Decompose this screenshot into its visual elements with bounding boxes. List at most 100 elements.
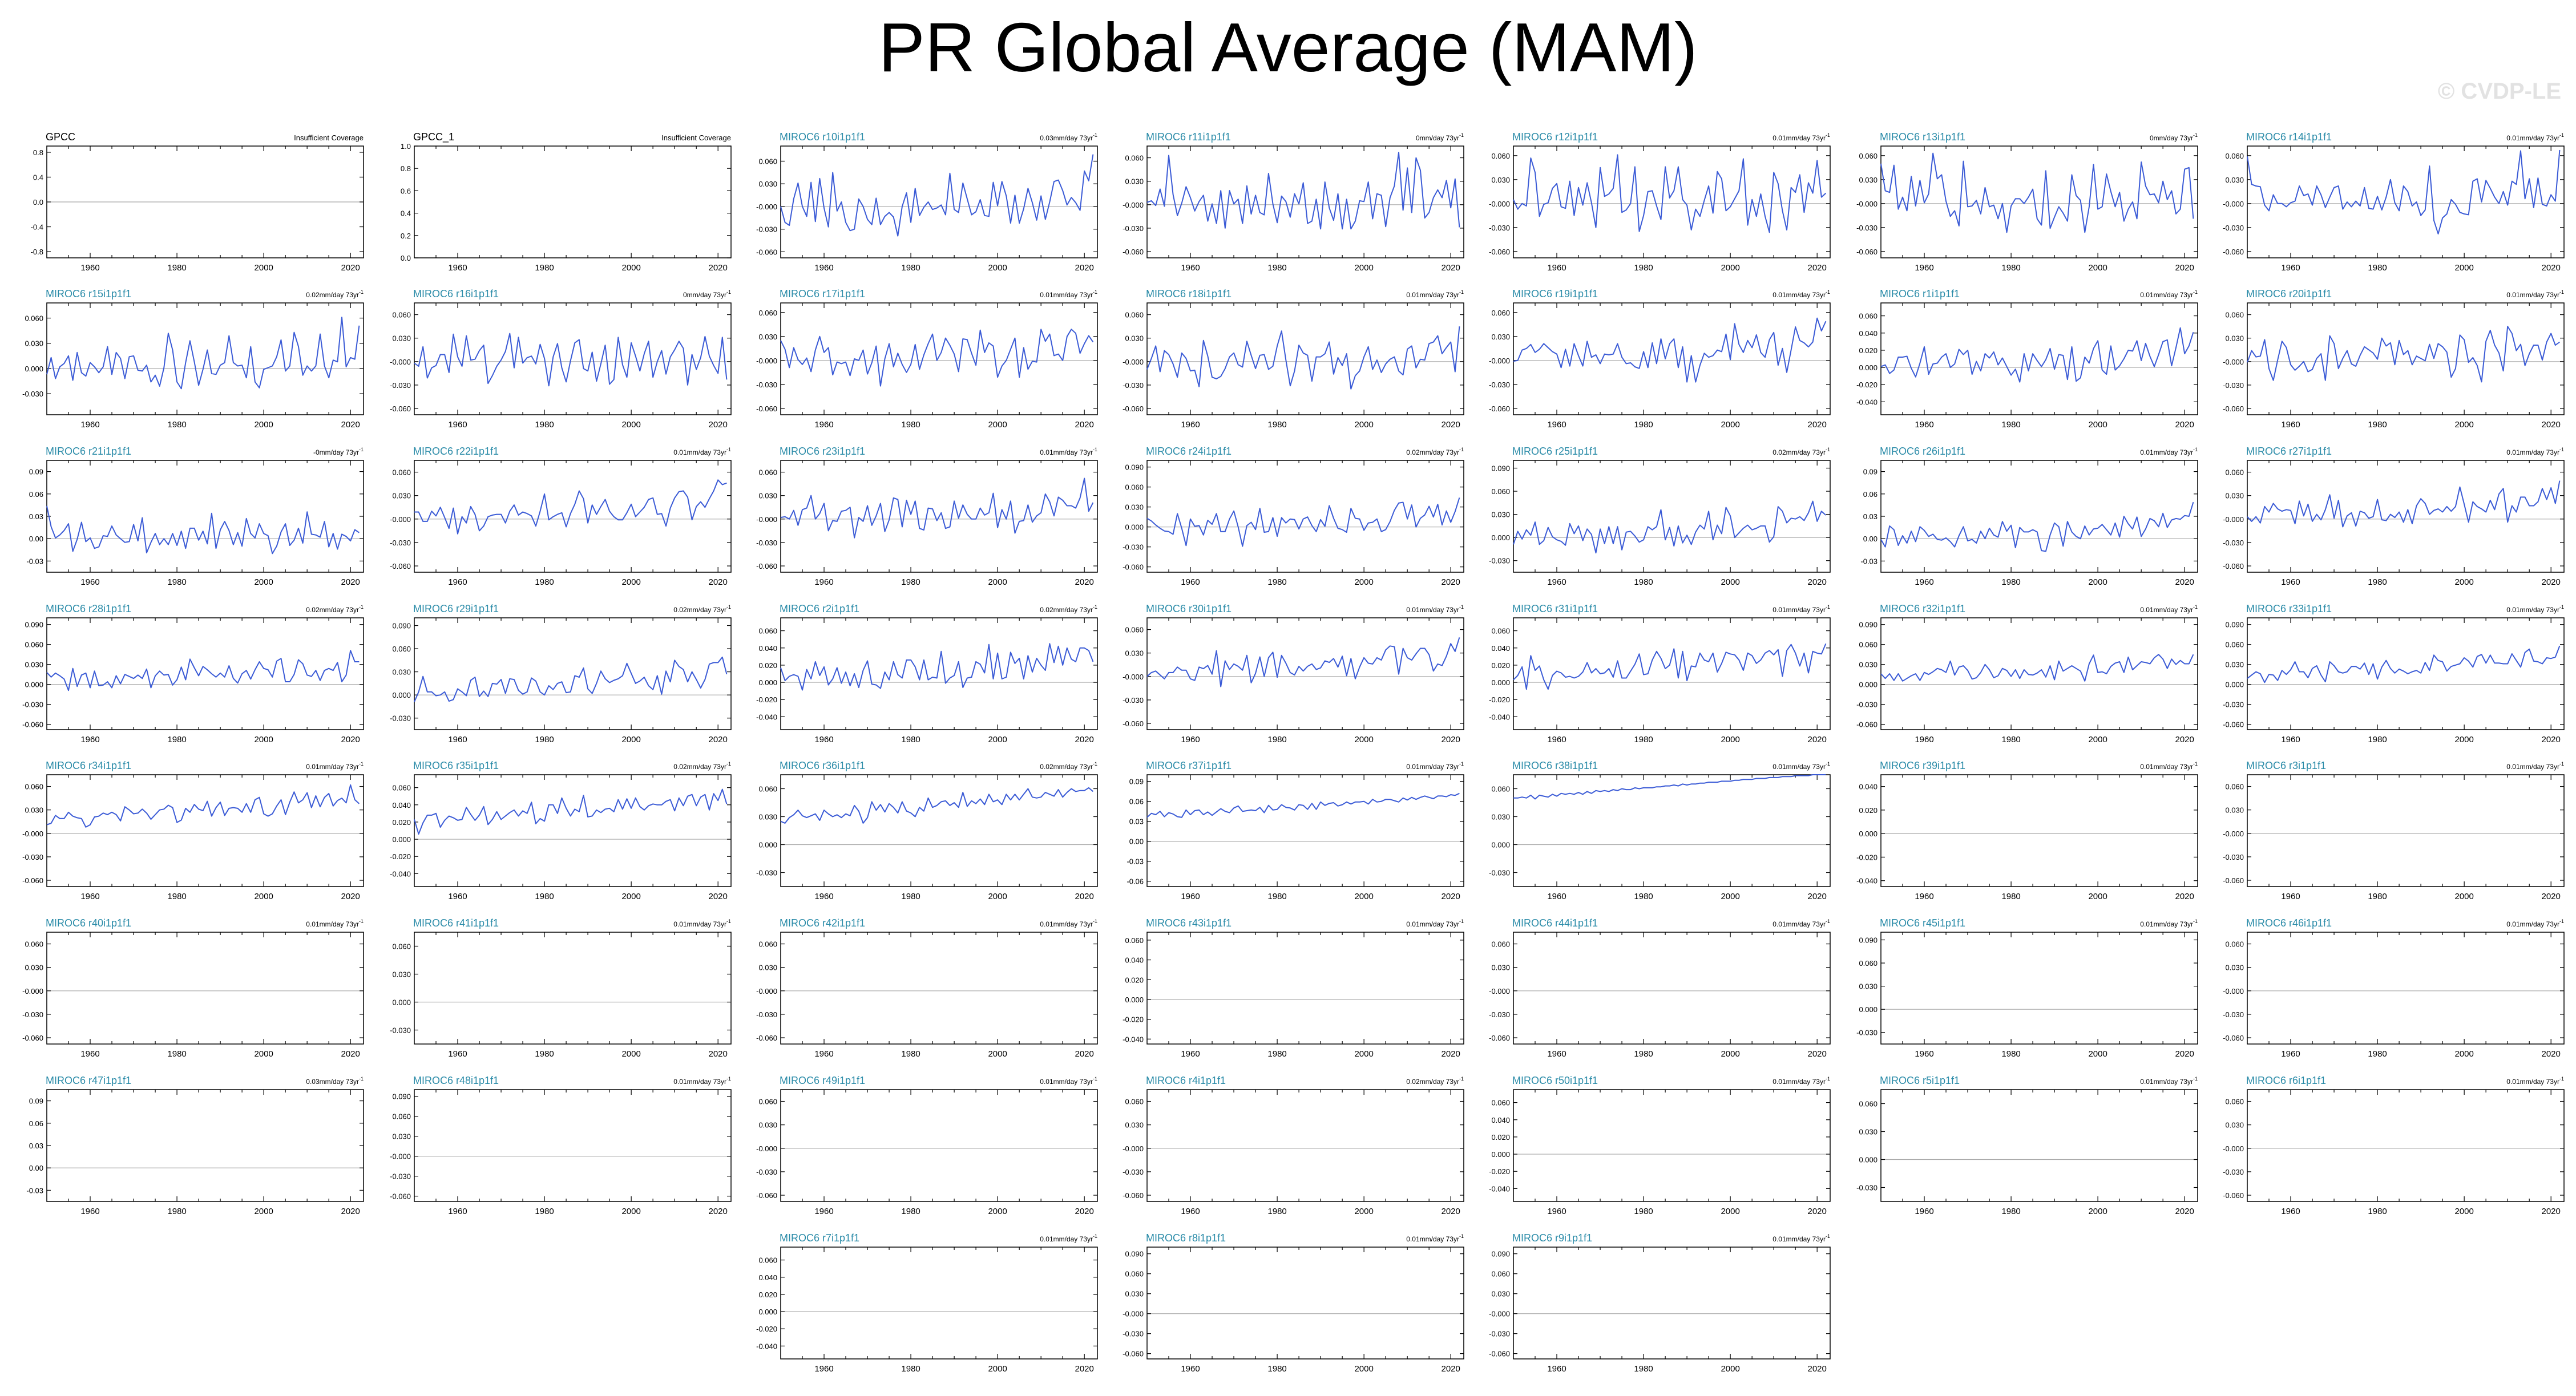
trend-label: 0.01mm/day 73yr-1 bbox=[1406, 761, 1464, 771]
trend-exponent: -1 bbox=[2193, 289, 2198, 295]
x-tick-label: 1980 bbox=[2368, 577, 2387, 587]
trend-label: 0.01mm/day 73yr-1 bbox=[673, 447, 731, 456]
y-tick-label: 0.060 bbox=[25, 940, 43, 949]
trend-label: 0.02mm/day 73yr-1 bbox=[306, 289, 364, 299]
x-tick-label: 2020 bbox=[1442, 735, 1460, 744]
y-tick-label: -0.030 bbox=[756, 869, 777, 877]
y-tick-label: 0.000 bbox=[392, 691, 411, 699]
series-line bbox=[46, 784, 360, 828]
panel-title: MIROC6 r1i1p1f1 bbox=[1880, 288, 1960, 300]
y-tick-label: -0.060 bbox=[756, 404, 777, 413]
chart-panel: MIROC6 r42i1p1f1 0.01mm/day 73yr-1 0.060 0.… bbox=[756, 917, 1098, 1059]
x-tick-label: 1960 bbox=[448, 1207, 467, 1216]
x-tick-label: 1960 bbox=[2281, 892, 2300, 901]
series-line bbox=[414, 656, 728, 702]
y-tick-label: -0.000 bbox=[22, 829, 43, 838]
x-tick-label: 1980 bbox=[2001, 735, 2020, 744]
y-tick-label: 0.060 bbox=[1125, 1098, 1144, 1106]
trend-text: 0.01mm/day 73yr bbox=[1772, 1078, 1826, 1086]
x-tick-label: 1980 bbox=[1267, 1207, 1286, 1216]
trend-label: 0.01mm/day 73yr-1 bbox=[1772, 1076, 1830, 1086]
x-tick-label: 2020 bbox=[1442, 420, 1460, 430]
y-tick-label: 0.000 bbox=[758, 1308, 777, 1316]
chart-panel: MIROC6 r18i1p1f1 0.01mm/day 73yr-1 0.060 0.… bbox=[1123, 288, 1464, 430]
y-tick-label: 0.030 bbox=[1491, 964, 1510, 972]
x-tick-label: 1980 bbox=[1634, 577, 1653, 587]
y-tick-label: -0.040 bbox=[1489, 1184, 1510, 1193]
y-tick-label: 0.000 bbox=[1859, 363, 1878, 372]
chart-panel: MIROC6 r43i1p1f1 0.01mm/day 73yr-1 0.060 0.… bbox=[1123, 917, 1464, 1059]
plot-frame bbox=[1513, 1247, 1831, 1359]
x-tick-label: 1960 bbox=[2281, 1207, 2300, 1216]
y-tick-label: -0.000 bbox=[2223, 987, 2244, 996]
series-line bbox=[1880, 654, 2194, 682]
x-tick-label: 1960 bbox=[1181, 577, 1200, 587]
y-tick-label: 0.030 bbox=[1125, 1290, 1144, 1298]
y-tick-label: -0.030 bbox=[756, 1010, 777, 1019]
y-tick-label: -0.020 bbox=[1856, 381, 1878, 389]
panel-title: MIROC6 r26i1p1f1 bbox=[1880, 446, 1965, 457]
panel-title: MIROC6 r48i1p1f1 bbox=[413, 1075, 499, 1086]
trend-label: 0.01mm/day 73yr-1 bbox=[306, 918, 364, 928]
trend-exponent: -1 bbox=[359, 604, 364, 610]
trend-exponent: -1 bbox=[2193, 761, 2198, 767]
y-tick-label: 0.000 bbox=[1859, 681, 1878, 689]
y-tick-label: 0.0 bbox=[33, 198, 43, 207]
trend-text: 0.01mm/day 73yr bbox=[1772, 134, 1826, 142]
plot-frame bbox=[1880, 1089, 2198, 1202]
chart-panel: MIROC6 r4i1p1f1 0.02mm/day 73yr-1 0.060 0.0… bbox=[1123, 1075, 1464, 1216]
y-tick-label: 0.060 bbox=[758, 157, 777, 165]
x-tick-label: 2000 bbox=[1354, 1049, 1373, 1059]
y-tick-label: -0.030 bbox=[1123, 381, 1144, 390]
y-tick-label: -0.020 bbox=[756, 1325, 777, 1333]
chart-panel: MIROC6 r45i1p1f1 0.01mm/day 73yr-1 0.090 0.… bbox=[1856, 917, 2198, 1059]
x-tick-label: 1980 bbox=[167, 420, 186, 430]
y-tick-label: -0.060 bbox=[1489, 404, 1510, 413]
trend-label: 0.01mm/day 73yr-1 bbox=[1040, 918, 1097, 928]
plot-frame bbox=[414, 774, 732, 887]
trend-exponent: -1 bbox=[726, 289, 731, 295]
y-tick-label: 0.030 bbox=[392, 970, 411, 979]
x-tick-label: 2020 bbox=[341, 892, 360, 901]
x-tick-label: 1960 bbox=[1547, 1364, 1566, 1374]
y-tick-label: -0.030 bbox=[390, 1172, 411, 1181]
trend-text: 0.01mm/day 73yr bbox=[1040, 291, 1093, 299]
y-tick-label: -0.000 bbox=[2223, 829, 2244, 838]
y-tick-label: -0.000 bbox=[22, 987, 43, 996]
trend-label: 0.01mm/day 73yr-1 bbox=[1040, 447, 1097, 456]
y-tick-label: -0.060 bbox=[2223, 1191, 2244, 1200]
x-tick-label: 2020 bbox=[1442, 1207, 1460, 1216]
x-tick-label: 2020 bbox=[341, 735, 360, 744]
y-tick-label: -0.060 bbox=[1123, 404, 1144, 413]
y-tick-label: 0.030 bbox=[1859, 176, 1878, 184]
trend-label: 0.01mm/day 73yr-1 bbox=[2140, 604, 2198, 614]
plot-frame bbox=[414, 1089, 732, 1202]
y-tick-label: -0.060 bbox=[22, 1034, 43, 1042]
x-tick-label: 2020 bbox=[2175, 892, 2194, 901]
x-tick-label: 2020 bbox=[1442, 263, 1460, 273]
trend-text: 0.01mm/day 73yr bbox=[673, 920, 726, 928]
x-tick-label: 2000 bbox=[621, 735, 640, 744]
x-tick-label: 2000 bbox=[2088, 735, 2107, 744]
y-tick-label: 0.030 bbox=[758, 813, 777, 822]
y-tick-label: 0.000 bbox=[758, 678, 777, 687]
y-tick-label: 0.030 bbox=[25, 964, 43, 972]
trend-label: 0.02mm/day 73yr-1 bbox=[1772, 447, 1830, 456]
y-tick-label: -0.030 bbox=[1856, 1029, 1878, 1037]
plot-frame bbox=[2247, 1089, 2565, 1202]
y-tick-label: 0.090 bbox=[2225, 621, 2244, 629]
trend-text: -0mm/day 73yr bbox=[313, 448, 359, 456]
trend-text: 0.01mm/day 73yr bbox=[2506, 448, 2559, 456]
y-tick-label: -0.000 bbox=[1489, 200, 1510, 208]
x-tick-label: 1960 bbox=[814, 1207, 833, 1216]
y-tick-label: 0.060 bbox=[1491, 1099, 1510, 1107]
x-tick-label: 1980 bbox=[2368, 1207, 2387, 1216]
y-tick-label: -0.000 bbox=[756, 515, 777, 524]
y-tick-label: 0.040 bbox=[758, 644, 777, 653]
y-tick-label: 0.06 bbox=[1863, 490, 1878, 499]
y-tick-label: 0.060 bbox=[1125, 154, 1144, 163]
plot-frame bbox=[2247, 460, 2565, 573]
series-line bbox=[414, 788, 728, 835]
x-tick-label: 2000 bbox=[254, 1049, 273, 1059]
y-tick-label: 0.06 bbox=[1129, 798, 1144, 806]
